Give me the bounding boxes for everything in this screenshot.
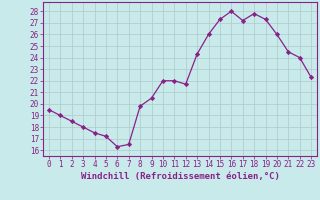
X-axis label: Windchill (Refroidissement éolien,°C): Windchill (Refroidissement éolien,°C) [81,172,279,181]
